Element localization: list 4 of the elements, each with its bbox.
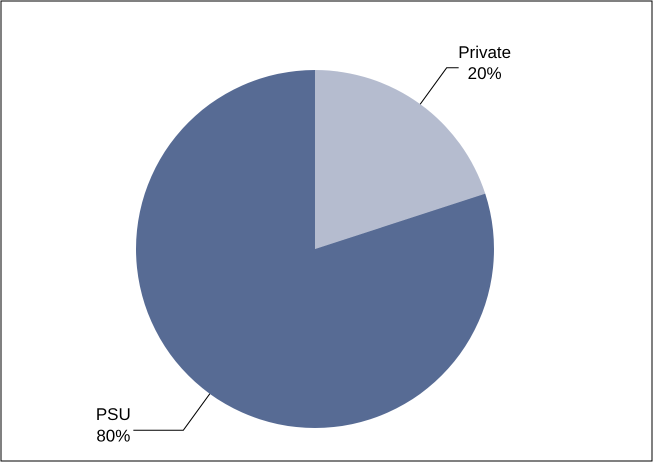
slice-label: PSU <box>96 405 131 424</box>
data-label: 20% <box>468 64 502 84</box>
slice-label: Private <box>458 42 512 62</box>
data-label: 80% <box>96 426 130 446</box>
